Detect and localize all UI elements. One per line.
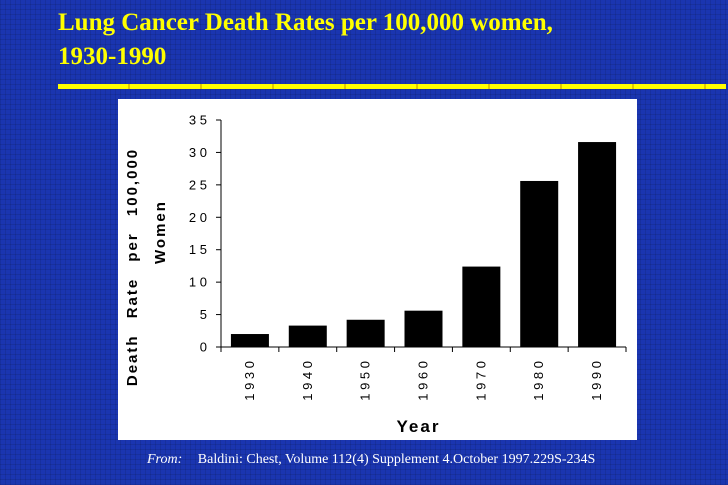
x-tick-label-1990: 1 9 9 0 [589,361,604,401]
y-tick-label-5: 5 [200,307,207,322]
y-tick-label-10: 1 0 [189,275,207,290]
y-tick-label-35: 3 5 [189,113,207,128]
bar-1960 [404,310,443,347]
bar-1930 [230,334,269,347]
x-axis-title: Year [397,417,441,436]
bar-1990 [578,142,617,347]
y-axis-title-line-2: Women [152,200,169,264]
bar-1950 [346,319,385,347]
bar-1980 [520,180,559,347]
slide-title: Lung Cancer Death Rates per 100,000 wome… [58,6,698,74]
y-tick-label-25: 2 5 [189,177,207,192]
source-text: Baldini: Chest, Volume 112(4) Supplement… [197,452,596,467]
bar-chart: 0 5 1 0 1 5 2 0 2 5 3 0 3 5 1 9 3 0 1 9 4 0 1 9 5 … [124,113,627,436]
y-tick-label-30: 3 0 [189,145,207,160]
x-tick-label-1940: 1 9 4 0 [300,361,315,401]
x-tick-label-1930: 1 9 3 0 [242,361,257,401]
y-tick-label-15: 1 5 [189,242,207,257]
title-underline [58,84,726,89]
x-tick-label-1980: 1 9 8 0 [531,361,546,401]
y-tick-label-0: 0 [200,340,207,355]
x-tick-label-1960: 1 9 6 0 [416,361,431,401]
y-axis-title-line-1: Death Rate per 100,000 [124,148,141,386]
x-tick-label-1950: 1 9 5 0 [358,361,373,401]
x-tick-label-1970: 1 9 7 0 [473,361,488,401]
source-prefix: From: [147,452,183,467]
slide-title-line-1: Lung Cancer Death Rates per 100,000 wome… [58,9,553,36]
chart-panel: 0 5 1 0 1 5 2 0 2 5 3 0 3 5 1 9 3 0 1 9 4 0 1 9 5 … [118,99,637,440]
bar-1970 [462,266,501,347]
y-tick-label-20: 2 0 [189,210,207,225]
source-citation: From: Baldini: Chest, Volume 112(4) Supp… [147,452,595,468]
bar-1940 [288,325,327,347]
slide-title-line-2: 1930-1990 [58,43,167,70]
